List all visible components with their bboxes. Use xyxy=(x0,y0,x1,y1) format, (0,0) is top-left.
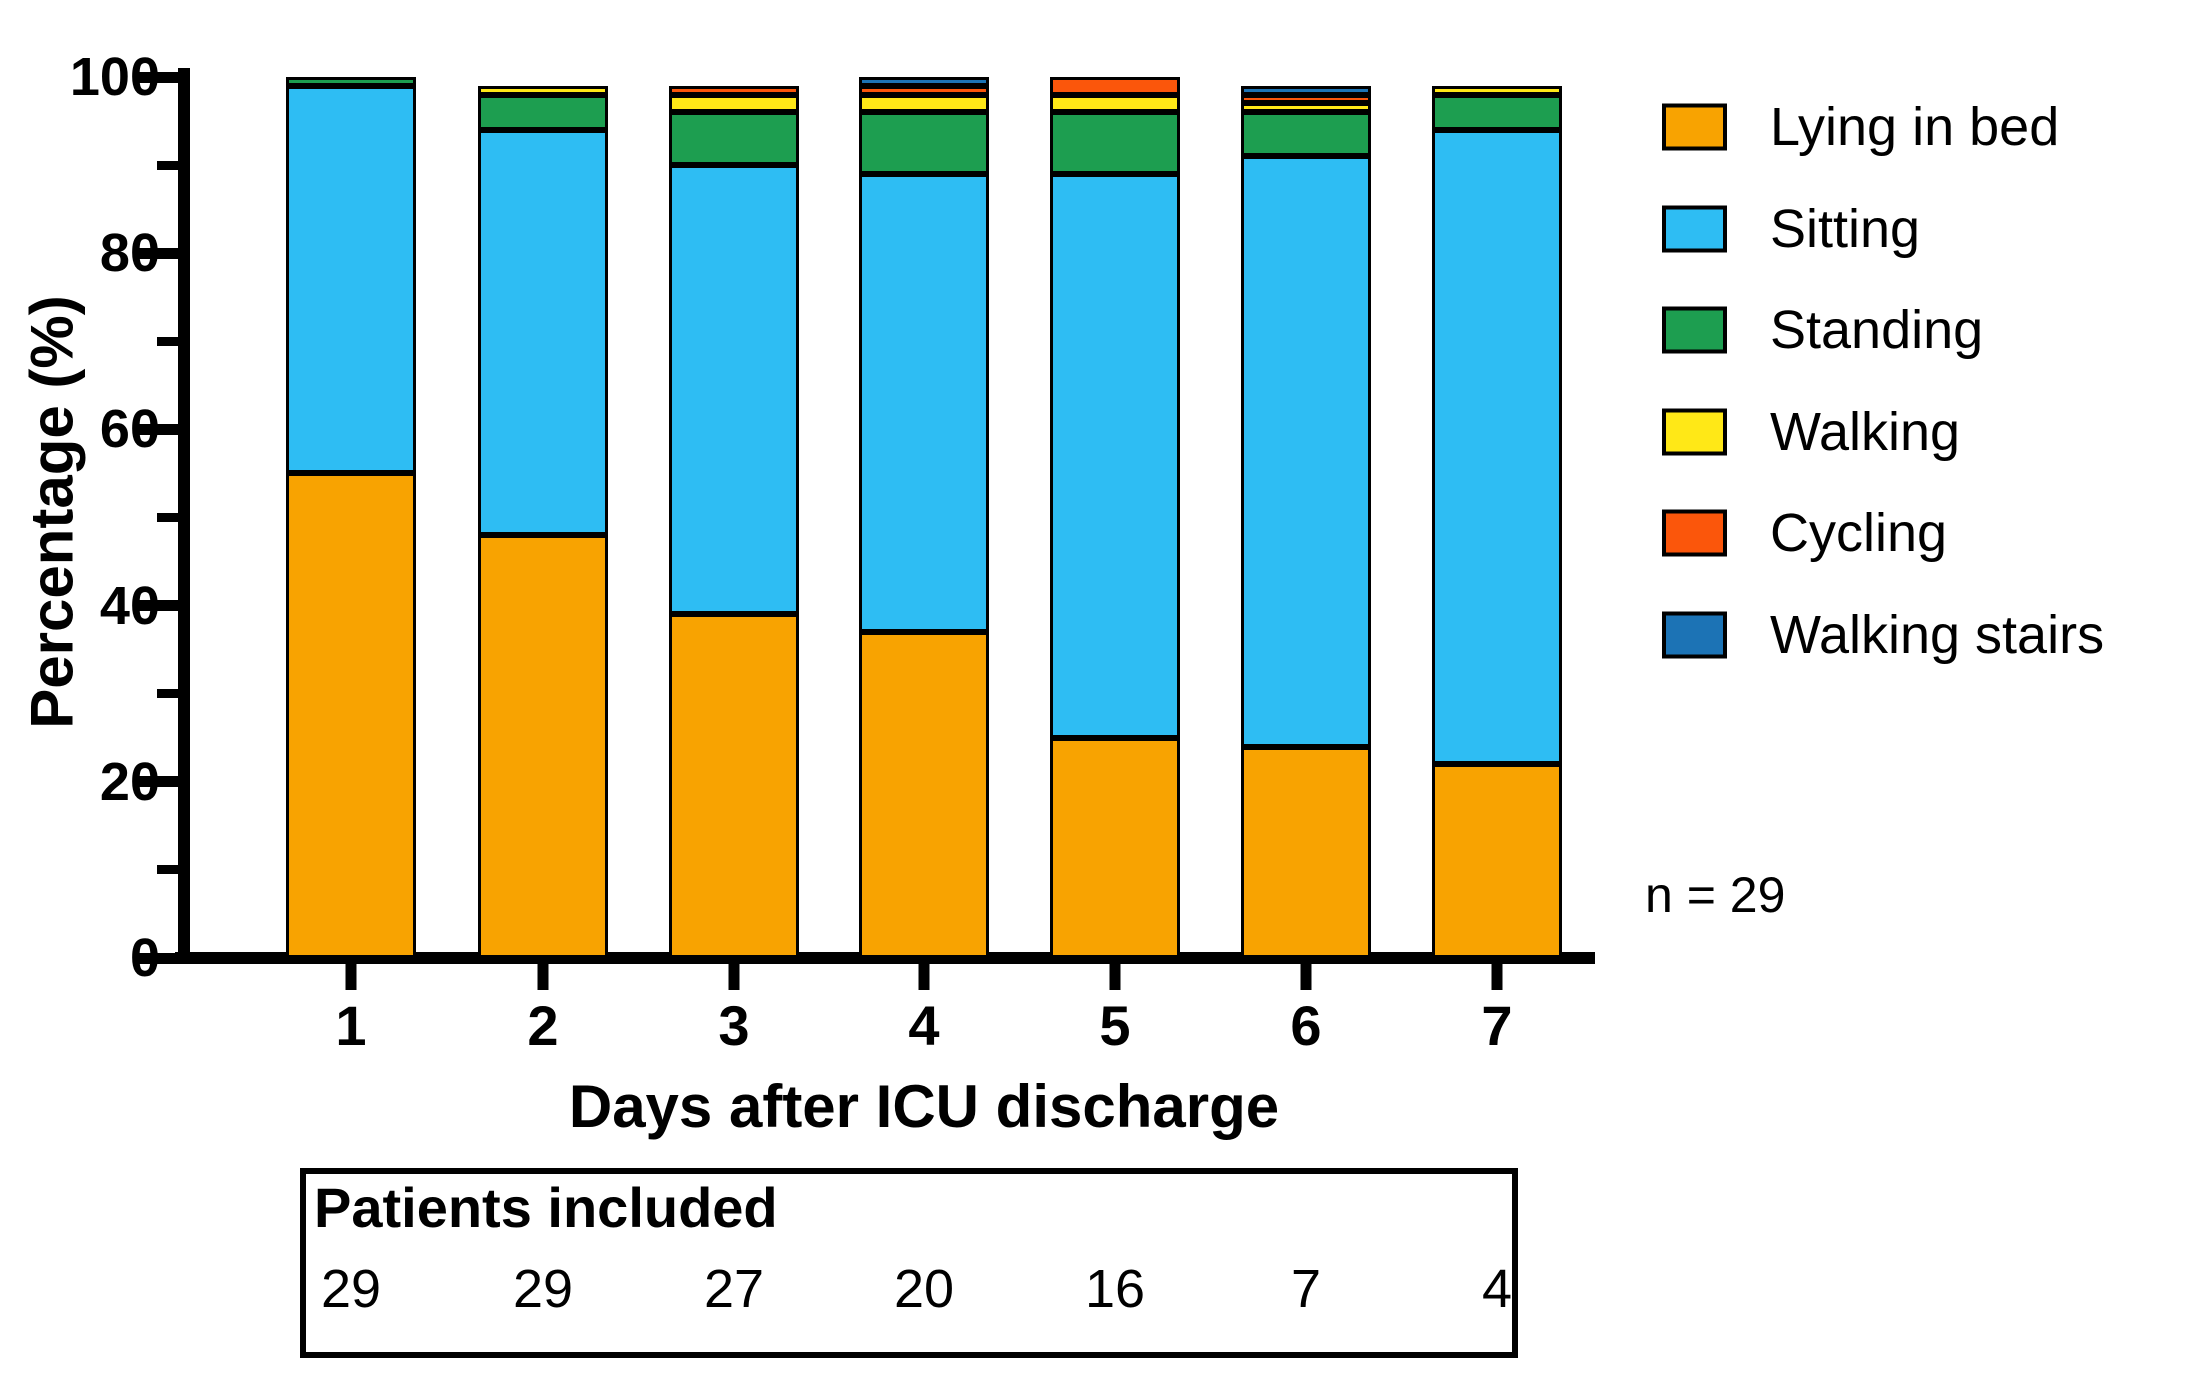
y-tick-label: 60 xyxy=(99,399,160,460)
y-tick-major xyxy=(138,776,179,788)
y-tick-label: 0 xyxy=(129,928,160,988)
legend-swatch-cycling xyxy=(1662,509,1727,557)
y-tick-minor xyxy=(157,513,179,522)
bar-segment-lying-in-bed xyxy=(286,473,416,958)
x-tick xyxy=(1300,964,1312,990)
bar-segment-walking-stairs xyxy=(1241,85,1371,95)
bar-segment-cycling xyxy=(669,85,799,95)
bar-segment-walking xyxy=(669,94,799,113)
legend-label: Sitting xyxy=(1770,198,1921,259)
bar-segment-cycling xyxy=(859,85,989,95)
bar-segment-sitting xyxy=(859,173,989,633)
x-tick-label: 6 xyxy=(1290,994,1322,1057)
y-tick-minor xyxy=(157,865,179,875)
y-tick-major xyxy=(138,952,179,964)
bar-segment-sitting xyxy=(478,129,608,536)
x-tick xyxy=(345,964,357,990)
y-tick-major xyxy=(138,423,179,435)
patients-included-value: 4 xyxy=(1481,1259,1513,1319)
y-axis-title: Percentage (%) xyxy=(18,295,86,729)
x-tick xyxy=(1109,964,1121,990)
bar-segment-lying-in-bed xyxy=(669,614,799,958)
x-tick-label: 1 xyxy=(335,994,367,1057)
bar-segment-cycling xyxy=(1050,77,1180,95)
legend-swatch-walking xyxy=(1662,408,1727,456)
bar-segment-lying-in-bed xyxy=(859,632,989,958)
legend-swatch-lying-in-bed xyxy=(1662,103,1727,151)
bar-segment-standing xyxy=(859,112,989,174)
bar-segment-standing xyxy=(1050,112,1180,174)
bar-segment-standing xyxy=(1432,94,1562,130)
y-tick-minor xyxy=(157,160,179,170)
patients-included-value: 29 xyxy=(320,1259,382,1319)
bar-segment-sitting xyxy=(1241,156,1371,747)
bar-segment-walking-stairs xyxy=(859,77,989,86)
bar-segment-sitting xyxy=(286,85,416,474)
x-tick xyxy=(728,964,740,990)
legend-label: Lying in bed xyxy=(1770,97,2060,157)
x-tick-label: 3 xyxy=(718,994,750,1057)
y-tick-label: 100 xyxy=(69,47,160,107)
bar-segment-standing xyxy=(1241,112,1371,157)
legend-label: Walking xyxy=(1770,401,1961,462)
bar-segment-sitting xyxy=(1050,173,1180,738)
x-tick xyxy=(537,964,549,990)
patients-included-value: 29 xyxy=(512,1259,574,1319)
bar-segment-lying-in-bed xyxy=(478,535,608,958)
legend-label: Walking stairs xyxy=(1770,605,2105,665)
bar-segment-lying-in-bed xyxy=(1432,764,1562,958)
y-tick-label: 20 xyxy=(99,751,160,812)
patients-included-value: 7 xyxy=(1290,1259,1322,1319)
bar-segment-sitting xyxy=(1432,129,1562,765)
legend-label: Standing xyxy=(1770,300,1984,361)
y-tick-minor xyxy=(157,336,179,346)
x-tick-label: 4 xyxy=(908,994,940,1057)
patients-included-box xyxy=(300,1168,1518,1358)
x-tick xyxy=(918,964,930,990)
legend-swatch-sitting xyxy=(1662,205,1727,253)
y-tick-major xyxy=(138,600,179,612)
bar-segment-walking xyxy=(1050,94,1180,113)
legend-swatch-standing xyxy=(1662,306,1727,354)
patients-included-value: 20 xyxy=(893,1259,955,1319)
patients-included-title: Patients included xyxy=(314,1176,778,1239)
y-tick-major xyxy=(138,247,179,259)
y-tick-major xyxy=(138,71,179,83)
y-axis-line xyxy=(178,68,190,964)
x-axis-title: Days after ICU discharge xyxy=(568,1073,1280,1140)
x-tick-label: 2 xyxy=(527,994,559,1057)
sample-size-annotation: n = 29 xyxy=(1645,867,1786,923)
bar-segment-standing xyxy=(286,77,416,86)
bar-segment-sitting xyxy=(669,165,799,615)
y-tick-minor xyxy=(157,689,179,699)
bar-segment-lying-in-bed xyxy=(1241,746,1371,958)
bar-segment-walking xyxy=(478,85,608,95)
x-tick-label: 5 xyxy=(1099,994,1131,1057)
x-tick xyxy=(1491,964,1503,990)
legend-swatch-walking-stairs xyxy=(1662,611,1727,659)
patients-included-value: 27 xyxy=(703,1259,765,1319)
bar-segment-lying-in-bed xyxy=(1050,737,1180,958)
bar-segment-standing xyxy=(478,94,608,130)
y-tick-label: 80 xyxy=(99,223,160,284)
bar-segment-cycling xyxy=(1241,94,1371,104)
legend-label: Cycling xyxy=(1770,503,1948,564)
bar-segment-walking xyxy=(859,94,989,113)
bar-segment-walking xyxy=(1241,103,1371,113)
x-tick-label: 7 xyxy=(1481,994,1513,1057)
bar-segment-standing xyxy=(669,112,799,166)
patients-included-value: 16 xyxy=(1084,1259,1146,1319)
bar-segment-walking xyxy=(1432,85,1562,95)
y-tick-label: 40 xyxy=(99,575,160,636)
